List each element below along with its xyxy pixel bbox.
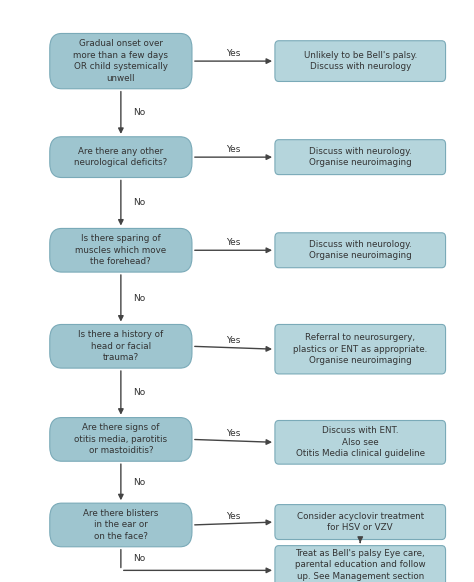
FancyBboxPatch shape [275, 505, 446, 540]
FancyBboxPatch shape [275, 420, 446, 464]
Text: Gradual onset over
more than a few days
OR child systemically
unwell: Gradual onset over more than a few days … [73, 40, 168, 83]
FancyBboxPatch shape [50, 229, 192, 272]
Text: No: No [133, 388, 145, 398]
Text: Yes: Yes [226, 336, 241, 345]
Text: Are there blisters
in the ear or
on the face?: Are there blisters in the ear or on the … [83, 509, 159, 541]
FancyBboxPatch shape [50, 324, 192, 368]
FancyBboxPatch shape [275, 546, 446, 582]
Text: Treat as Bell's palsy Eye care,
parental education and follow
up. See Management: Treat as Bell's palsy Eye care, parental… [295, 549, 426, 582]
Text: Is there a history of
head or facial
trauma?: Is there a history of head or facial tra… [78, 331, 164, 362]
Text: Yes: Yes [226, 49, 241, 58]
Text: Discuss with neurology.
Organise neuroimaging: Discuss with neurology. Organise neuroim… [309, 240, 411, 261]
Text: No: No [133, 554, 145, 563]
FancyBboxPatch shape [275, 233, 446, 268]
FancyBboxPatch shape [50, 418, 192, 461]
Text: Referral to neurosurgery,
plastics or ENT as appropriate.
Organise neuroimaging: Referral to neurosurgery, plastics or EN… [293, 333, 428, 365]
FancyBboxPatch shape [50, 137, 192, 178]
FancyBboxPatch shape [275, 324, 446, 374]
Text: Yes: Yes [226, 146, 241, 154]
FancyBboxPatch shape [50, 503, 192, 547]
Text: Are there signs of
otitis media, parotitis
or mastoiditis?: Are there signs of otitis media, parotit… [74, 424, 167, 455]
Text: Yes: Yes [226, 512, 241, 520]
FancyBboxPatch shape [50, 34, 192, 88]
Text: No: No [133, 478, 145, 487]
Text: Consider acyclovir treatment
for HSV or VZV: Consider acyclovir treatment for HSV or … [297, 512, 424, 533]
Text: No: No [133, 294, 145, 303]
Text: Yes: Yes [226, 429, 241, 438]
Text: Discuss with ENT.
Also see
Otitis Media clinical guideline: Discuss with ENT. Also see Otitis Media … [296, 427, 425, 458]
FancyBboxPatch shape [275, 140, 446, 175]
Text: No: No [133, 198, 145, 207]
Text: Is there sparing of
muscles which move
the forehead?: Is there sparing of muscles which move t… [75, 235, 166, 266]
Text: Unlikely to be Bell's palsy.
Discuss with neurology: Unlikely to be Bell's palsy. Discuss wit… [304, 51, 417, 72]
FancyBboxPatch shape [275, 41, 446, 81]
Text: Discuss with neurology.
Organise neuroimaging: Discuss with neurology. Organise neuroim… [309, 147, 411, 168]
Text: No: No [133, 108, 145, 117]
Text: Yes: Yes [226, 239, 241, 247]
Text: Are there any other
neurological deficits?: Are there any other neurological deficit… [74, 147, 167, 168]
